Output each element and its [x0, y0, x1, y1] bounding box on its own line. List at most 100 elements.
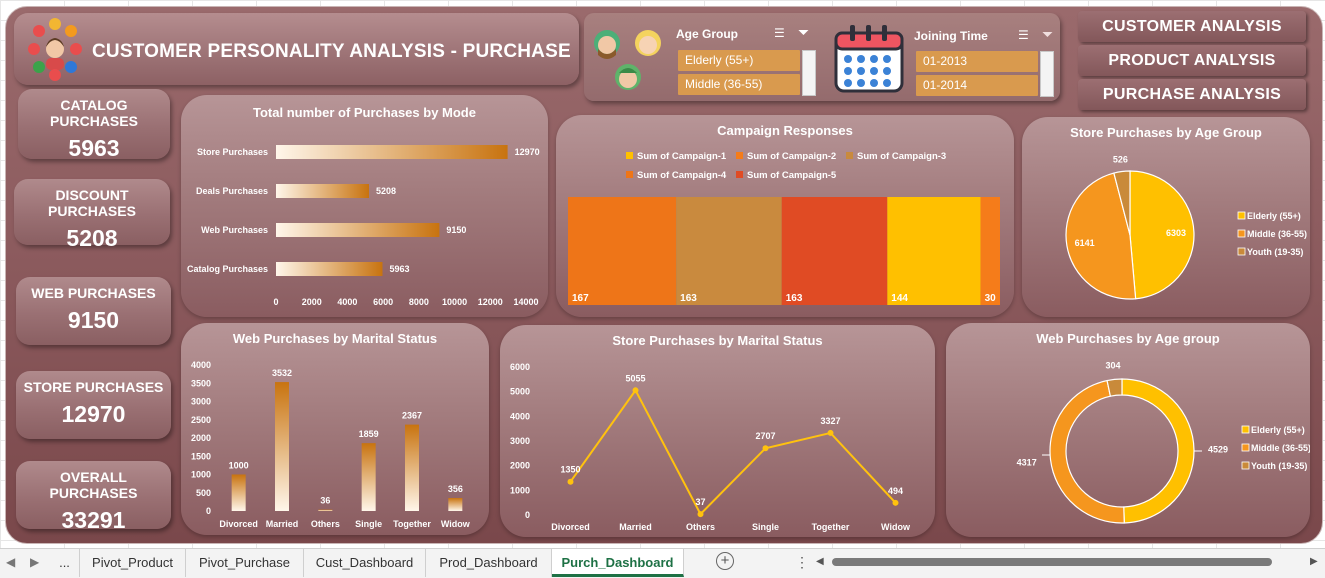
data-label: 1000: [229, 461, 249, 471]
kpi-label: DISCOUNT PURCHASES: [48, 187, 136, 219]
next-sheet-icon[interactable]: ▶: [30, 555, 40, 569]
kpi-store-purchases: STORE PURCHASES 12970: [16, 371, 171, 439]
data-label: 494: [888, 486, 903, 496]
x-tick-label: Single: [752, 522, 779, 532]
legend-label: Sum of Campaign-5: [747, 170, 837, 181]
multi-select-icon[interactable]: ☰: [774, 26, 785, 40]
chart-title: Web Purchases by Marital Status: [232, 331, 438, 346]
tab-prod-dashboard[interactable]: Prod_Dashboard: [426, 549, 552, 577]
more-options-icon[interactable]: ⋮: [795, 554, 809, 570]
bar: [405, 424, 419, 511]
data-label: 3327: [820, 416, 840, 426]
data-label: 6141: [1075, 238, 1095, 248]
legend-swatch: [626, 152, 633, 159]
age-slicer-item-middle[interactable]: Middle (36-55): [678, 74, 800, 95]
pie-slice: [1129, 170, 1195, 300]
y-tick-label: 1500: [191, 451, 211, 461]
y-tick-label: 0: [206, 506, 211, 516]
legend-swatch: [1241, 425, 1250, 434]
kpi-discount-purchases: DISCOUNT PURCHASES 5208: [14, 179, 170, 251]
tab-pivot-purchase[interactable]: Pivot_Purchase: [186, 549, 304, 577]
data-point: [632, 387, 639, 394]
x-tick-label: Widow: [441, 519, 471, 529]
data-label: 1350: [560, 465, 580, 475]
joining-slicer-item-2013[interactable]: 01-2013: [916, 51, 1038, 72]
add-sheet-icon[interactable]: +: [716, 552, 734, 570]
bar: [361, 443, 376, 511]
y-tick-label: 3500: [191, 378, 211, 388]
product-analysis-button[interactable]: PRODUCT ANALYSIS: [1078, 45, 1306, 76]
data-label: 5055: [625, 373, 645, 383]
chart-panel-web-age: Web Purchases by Age group 4529 4317 304 El…: [946, 323, 1310, 537]
clear-filter-icon[interactable]: ⏷: [1042, 26, 1054, 42]
data-label: 4529: [1208, 444, 1228, 454]
bar: [276, 145, 508, 159]
legend-label: Sum of Campaign-4: [637, 170, 727, 181]
clear-filter-icon[interactable]: ⏷: [798, 24, 810, 40]
kpi-label: CATALOG PURCHASES: [50, 97, 138, 129]
data-label: 36: [320, 496, 330, 506]
data-point: [892, 499, 899, 506]
stack-segment: [676, 197, 782, 305]
x-tick-label: Together: [393, 519, 431, 529]
kpi-value: 5963: [68, 135, 120, 161]
purchase-analysis-button[interactable]: PURCHASE ANALYSIS: [1078, 79, 1306, 110]
legend-swatch: [1241, 461, 1250, 470]
data-point: [697, 511, 704, 518]
series-line: [569, 388, 897, 516]
age-slicer-item-elderly[interactable]: Elderly (55+): [678, 50, 800, 71]
legend-swatch: [736, 171, 743, 178]
x-tick-label: Single: [355, 519, 382, 529]
kpi-value: 12970: [61, 401, 126, 427]
tab-cust-dashboard[interactable]: Cust_Dashboard: [304, 549, 426, 577]
y-tick-label: 1000: [191, 470, 211, 480]
x-tick-label: Others: [686, 522, 715, 532]
multi-select-icon[interactable]: ☰: [1018, 28, 1029, 42]
legend-label: Sum of Campaign-3: [857, 151, 946, 162]
dashboard-title: CUSTOMER PERSONALITY ANALYSIS - PURCHASE: [92, 41, 571, 62]
horizontal-scrollbar[interactable]: [832, 558, 1272, 566]
chart-panel-store-age: Store Purchases by Age Group 6303 6141 526…: [1022, 117, 1310, 317]
data-label: 12970: [515, 147, 540, 157]
chart-panel-mode: Total number of Purchases by Mode Store …: [181, 95, 548, 317]
joining-slicer-title: Joining Time: [914, 29, 988, 43]
age-group-people-icon: [594, 30, 661, 90]
joining-slicer-scrollbar[interactable]: [1040, 51, 1054, 97]
joining-slicer-item-2014[interactable]: 01-2014: [916, 75, 1038, 96]
age-slicer-scrollbar[interactable]: [802, 50, 816, 96]
previous-sheet-icon[interactable]: ◀: [6, 555, 16, 569]
customer-analysis-button[interactable]: CUSTOMER ANALYSIS: [1078, 11, 1306, 42]
x-tick-label: Divorced: [219, 519, 258, 529]
data-label: 4317: [1017, 458, 1037, 468]
tab-pivot-product[interactable]: Pivot_Product: [80, 549, 186, 577]
y-tick-label: Deals Purchases: [196, 186, 268, 196]
scroll-right-icon[interactable]: ▶: [1310, 556, 1318, 567]
legend-label: Middle (36-55): [1247, 229, 1307, 239]
x-tick-label: Together: [812, 522, 850, 532]
scroll-left-icon[interactable]: ◀: [816, 556, 824, 567]
tab-purch-dashboard[interactable]: Purch_Dashboard: [552, 549, 684, 577]
bar: [276, 184, 369, 198]
x-tick-label: Married: [266, 519, 299, 529]
legend-swatch: [1241, 443, 1250, 452]
data-label: 2707: [755, 431, 775, 441]
stack-segment: [980, 197, 1000, 305]
dashboard-canvas: CUSTOMER PERSONALITY ANALYSIS - PURCHASE…: [5, 6, 1323, 544]
stack-segment: [887, 197, 981, 305]
data-point: [567, 478, 574, 485]
y-tick-label: 4000: [510, 411, 530, 421]
x-tick-label: Married: [619, 522, 652, 532]
more-sheets-button[interactable]: ...: [50, 549, 80, 577]
x-tick-label: 8000: [409, 297, 429, 307]
legend-label: Youth (19-35): [1247, 247, 1303, 257]
legend-swatch: [736, 152, 743, 159]
x-tick-label: Others: [311, 519, 340, 529]
y-tick-label: Catalog Purchases: [187, 264, 268, 274]
y-tick-label: Web Purchases: [201, 225, 268, 235]
kpi-label: OVERALL PURCHASES: [49, 469, 138, 501]
legend-swatch: [626, 171, 633, 178]
chart-panel-store-marital: Store Purchases by Marital Status 0 1000 2…: [500, 325, 935, 537]
data-label: 9150: [446, 225, 466, 235]
x-tick-label: 6000: [373, 297, 393, 307]
